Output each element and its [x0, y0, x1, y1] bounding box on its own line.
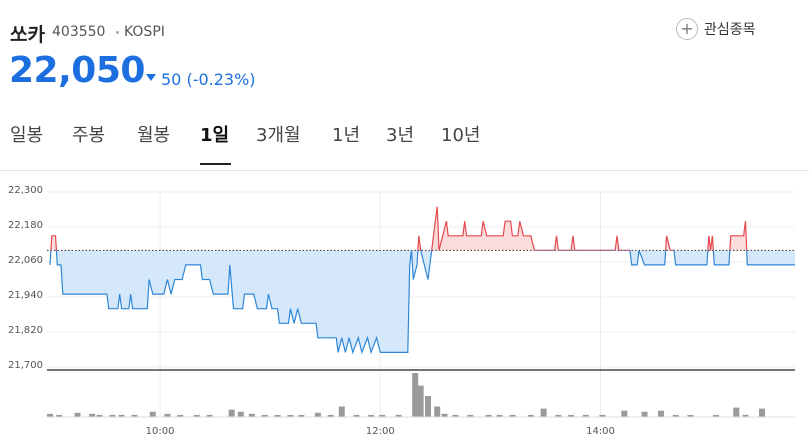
- volume-bar: [109, 414, 116, 417]
- volume-bar: [353, 414, 360, 417]
- y-tick-label: 21,820: [8, 325, 43, 336]
- price-line: [49, 206, 795, 355]
- tab[interactable]: 10년: [441, 125, 481, 146]
- volume-bar: [261, 414, 268, 417]
- volume-bar: [527, 414, 534, 417]
- volume-bar: [274, 414, 281, 417]
- watch-label: 관심종목: [704, 22, 756, 38]
- plus-icon: +: [676, 18, 698, 40]
- volume-bar: [434, 406, 441, 417]
- volume-bar: [314, 412, 321, 417]
- market: KOSPI: [124, 24, 165, 40]
- volume-bar: [687, 414, 694, 417]
- volume-bar: [368, 414, 375, 417]
- volume-bar: [713, 414, 720, 417]
- x-tick-label: 10:00: [146, 426, 175, 437]
- volume-bar: [395, 414, 402, 417]
- volume-bar: [467, 414, 474, 417]
- separator-dot: [116, 31, 119, 34]
- tab[interactable]: 1년: [332, 125, 361, 146]
- active-tab-underline: [200, 163, 231, 165]
- volume-bar: [658, 410, 665, 417]
- volume-bar: [177, 414, 184, 417]
- volume-bar: [599, 414, 606, 417]
- volume-bar: [379, 414, 386, 417]
- y-tick-label: 21,700: [8, 360, 43, 371]
- tab[interactable]: 월봉: [137, 125, 171, 146]
- tab[interactable]: 3개월: [256, 125, 301, 146]
- y-tick-label: 22,180: [8, 220, 43, 231]
- volume-bar: [327, 414, 334, 417]
- stock-name: 쏘카: [10, 24, 45, 46]
- tab[interactable]: 일봉: [10, 125, 44, 146]
- volume-bar: [742, 414, 749, 417]
- volume-bar: [621, 410, 628, 417]
- volume-bar: [74, 412, 81, 417]
- y-tick-label: 22,300: [8, 185, 43, 196]
- tab[interactable]: 3년: [386, 125, 415, 146]
- volume-bar: [540, 408, 547, 417]
- volume-bar: [131, 414, 138, 417]
- volume-bar: [338, 406, 345, 417]
- x-tick-label: 12:00: [366, 426, 395, 437]
- volume-bar: [237, 411, 244, 417]
- volume-bar: [287, 414, 294, 417]
- x-tick-label: 14:00: [586, 426, 615, 437]
- volume-bar: [248, 413, 255, 417]
- divider: [0, 170, 809, 171]
- volume-bar: [441, 413, 448, 417]
- volume-bar: [425, 396, 432, 417]
- volume-bar: [118, 414, 125, 417]
- change-value: 50: [161, 70, 182, 89]
- volume-bar: [47, 413, 53, 417]
- down-arrow: [146, 74, 156, 81]
- change: 50 (-0.23%): [161, 70, 256, 89]
- volume-bar: [641, 411, 648, 417]
- volume-bar: [298, 414, 305, 417]
- tab[interactable]: 1일: [200, 125, 230, 146]
- volume-bar: [555, 414, 562, 417]
- volume-bar: [509, 414, 516, 417]
- volume-bar: [228, 409, 235, 417]
- volume-bar: [672, 414, 679, 417]
- volume-bar: [206, 414, 213, 417]
- volume-bar: [56, 414, 63, 417]
- price: 22,050: [9, 50, 145, 91]
- change-rate: (-0.23%): [186, 70, 256, 89]
- volume-bar: [452, 414, 459, 417]
- y-tick-label: 21,940: [8, 290, 43, 301]
- volume-bar: [412, 373, 419, 417]
- volume-bar: [582, 414, 589, 417]
- watch-button[interactable]: + 관심종목: [676, 18, 756, 40]
- volume-bar: [89, 413, 96, 417]
- volume-bar: [758, 408, 765, 417]
- tab[interactable]: 주봉: [72, 125, 106, 146]
- volume-bar: [568, 414, 575, 417]
- stock-code: 403550: [52, 24, 106, 40]
- volume-bar: [496, 414, 503, 417]
- volume-bar: [485, 414, 492, 417]
- volume-bar: [417, 385, 424, 417]
- y-tick-label: 22,060: [8, 255, 43, 266]
- volume-bar: [733, 407, 740, 417]
- volume-bar: [164, 413, 171, 417]
- volume-bar: [149, 411, 156, 417]
- price-area: [50, 206, 795, 353]
- volume-bar: [96, 414, 103, 417]
- volume-bar: [193, 414, 200, 417]
